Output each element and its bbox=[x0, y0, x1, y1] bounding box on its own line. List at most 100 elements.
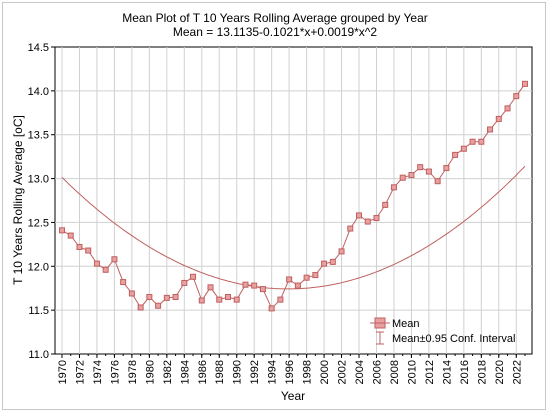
x-tick-label: 1982 bbox=[162, 360, 174, 384]
mean-point bbox=[259, 286, 266, 293]
mean-point bbox=[321, 260, 328, 267]
chart-subtitle: Mean = 13.1135-0.1021*x+0.0019*x^2 bbox=[172, 25, 378, 39]
mean-point bbox=[504, 105, 511, 112]
x-tick-label: 1998 bbox=[302, 360, 314, 384]
mean-point bbox=[390, 184, 397, 191]
x-tick-label: 1992 bbox=[249, 360, 261, 384]
x-tick-label: 1972 bbox=[74, 360, 86, 384]
x-tick-label: 2000 bbox=[319, 360, 331, 384]
mean-point bbox=[434, 178, 441, 185]
x-tick-label: 1994 bbox=[267, 360, 279, 384]
x-tick-label: 2004 bbox=[354, 360, 366, 384]
plot-area bbox=[54, 46, 533, 355]
y-tick-label: 13.5 bbox=[28, 130, 49, 142]
chart-title: Mean Plot of T 10 Years Rolling Average … bbox=[122, 11, 428, 25]
mean-point bbox=[146, 293, 153, 300]
mean-point bbox=[216, 296, 223, 303]
y-axis-ticks: 11.0 11.5 12.0 12.5 13.0 13.5 14.0 14.5 bbox=[28, 42, 55, 361]
mean-point bbox=[224, 293, 231, 300]
mean-point bbox=[338, 248, 345, 255]
x-tick-label: 2010 bbox=[406, 360, 418, 384]
mean-point bbox=[233, 296, 240, 303]
mean-point bbox=[487, 126, 494, 133]
x-tick-label: 2008 bbox=[389, 360, 401, 384]
x-tick-label: 1988 bbox=[214, 360, 226, 384]
mean-point bbox=[277, 296, 284, 303]
mean-point bbox=[190, 273, 197, 280]
y-tick-label: 14.0 bbox=[28, 86, 49, 98]
x-axis-title: Year bbox=[281, 389, 305, 403]
mean-point bbox=[417, 164, 424, 171]
legend-ci-label: Mean±0.95 Conf. Interval bbox=[392, 333, 515, 345]
mean-point bbox=[425, 168, 432, 175]
x-tick-label: 2020 bbox=[494, 360, 506, 384]
mean-point bbox=[478, 138, 485, 145]
mean-point bbox=[443, 165, 450, 172]
x-tick-label: 1984 bbox=[179, 360, 191, 384]
mean-point bbox=[172, 293, 179, 300]
mean-point bbox=[137, 304, 144, 311]
x-tick-label: 1980 bbox=[144, 360, 156, 384]
y-tick-label: 11.5 bbox=[28, 305, 49, 317]
mean-point bbox=[522, 80, 528, 87]
x-axis-ticks: 1970 1972 1974 1976 1978 1980 1982 1984 1986 1988… bbox=[57, 354, 526, 384]
x-tick-label: 1990 bbox=[232, 360, 244, 384]
y-axis-title: T 10 Years Rolling Average [oC] bbox=[11, 115, 25, 285]
mean-point bbox=[294, 282, 301, 289]
series-mean bbox=[59, 80, 528, 312]
mean-point bbox=[452, 151, 459, 158]
grid-lines bbox=[55, 47, 532, 354]
mean-point bbox=[373, 215, 380, 222]
y-tick-label: 12.0 bbox=[28, 261, 49, 273]
mean-point bbox=[111, 256, 118, 263]
mean-point bbox=[120, 279, 127, 286]
fit-curve bbox=[61, 165, 526, 290]
x-tick-label: 2006 bbox=[371, 360, 383, 384]
x-tick-label: 1976 bbox=[109, 360, 121, 384]
mean-point bbox=[163, 294, 170, 301]
mean-point bbox=[286, 276, 293, 283]
mean-point bbox=[128, 290, 135, 297]
mean-point bbox=[155, 302, 162, 309]
mean-point bbox=[408, 172, 415, 179]
mean-point bbox=[268, 305, 275, 312]
mean-point bbox=[513, 93, 520, 100]
x-tick-label: 1978 bbox=[127, 360, 139, 384]
mean-point bbox=[495, 115, 502, 122]
mean-point bbox=[85, 247, 92, 254]
x-tick-label: 2018 bbox=[476, 360, 488, 384]
y-tick-label: 12.5 bbox=[28, 217, 49, 229]
mean-point bbox=[198, 297, 205, 304]
y-tick-label: 13.0 bbox=[28, 174, 49, 186]
x-tick-label: 1974 bbox=[92, 360, 104, 384]
mean-point bbox=[207, 284, 214, 291]
fit-curve-line bbox=[61, 165, 526, 290]
mean-point bbox=[312, 272, 319, 279]
mean-point bbox=[242, 281, 249, 288]
legend-mean-label: Mean bbox=[392, 318, 420, 330]
mean-point bbox=[67, 232, 74, 239]
mean-point bbox=[93, 260, 100, 267]
x-tick-label: 1970 bbox=[57, 360, 69, 384]
mean-point bbox=[347, 225, 354, 232]
mean-point bbox=[181, 279, 188, 286]
mean-point bbox=[102, 266, 109, 273]
mean-point bbox=[251, 282, 258, 289]
legend: Mean Mean±0.95 Conf. Interval bbox=[370, 317, 515, 345]
x-tick-label: 1996 bbox=[284, 360, 296, 384]
mean-point bbox=[329, 258, 336, 265]
mean-point bbox=[76, 243, 83, 250]
x-tick-label: 2022 bbox=[511, 360, 523, 384]
x-tick-label: 2012 bbox=[424, 360, 436, 384]
mean-point bbox=[399, 174, 406, 181]
mean-point bbox=[460, 145, 467, 152]
mean-point bbox=[59, 227, 65, 234]
x-tick-label: 1986 bbox=[197, 360, 209, 384]
y-tick-label: 11.0 bbox=[28, 349, 49, 361]
x-tick-label: 2002 bbox=[337, 360, 349, 384]
mean-point bbox=[356, 212, 363, 219]
x-tick-label: 2016 bbox=[459, 360, 471, 384]
x-tick-label: 2014 bbox=[441, 360, 453, 384]
mean-point bbox=[364, 218, 371, 225]
